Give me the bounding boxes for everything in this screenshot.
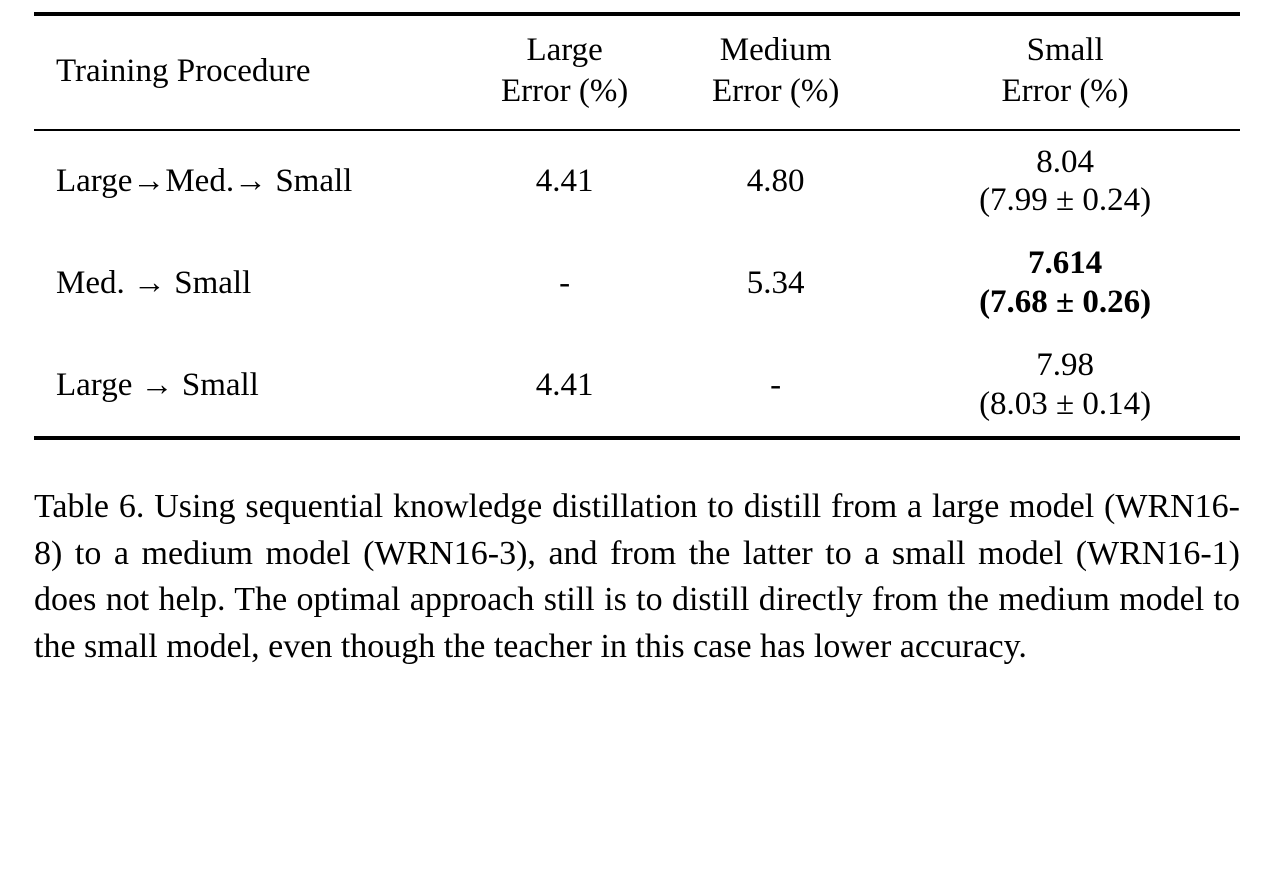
cell-large-error: 4.41 [535,162,594,199]
table-row: Large→Med.→ Small 4.41 4.80 8.04 (7.99 ±… [34,130,1240,233]
header-small-error: Small Error (%) [1001,32,1129,110]
cell-large-error: - [559,264,571,301]
cell-small-error: 7.614 (7.68 ± 0.26) [979,245,1152,321]
table-row: Large → Small 4.41 - 7.98 (8.03 ± 0.14) [34,334,1240,438]
cell-medium-error: 4.80 [746,162,805,199]
cell-procedure: Med. → Small [56,264,252,301]
table-header: Training Procedure Large Error (%) Mediu… [34,14,1240,130]
header-training-procedure: Training Procedure [56,52,311,89]
cell-procedure: Large→Med.→ Small [56,162,353,199]
cell-procedure: Large → Small [56,366,259,403]
cell-large-error: 4.41 [535,366,594,403]
header-medium-error: Medium Error (%) [712,32,840,110]
cell-small-error: 8.04 (7.99 ± 0.24) [979,143,1152,219]
header-large-error: Large Error (%) [500,32,629,110]
table-body: Large→Med.→ Small 4.41 4.80 8.04 (7.99 ±… [34,130,1240,439]
header-row: Training Procedure Large Error (%) Mediu… [34,14,1240,130]
cell-small-error: 7.98 (8.03 ± 0.14) [979,347,1152,423]
cell-medium-error: 5.34 [746,264,805,301]
table-caption: Table 6. Using sequential knowledge dist… [34,488,1240,665]
table-row: Med. → Small - 5.34 7.614 (7.68 ± 0.26) [34,232,1240,334]
cell-medium-error: - [770,366,782,403]
results-table: Training Procedure Large Error (%) Mediu… [34,12,1240,441]
